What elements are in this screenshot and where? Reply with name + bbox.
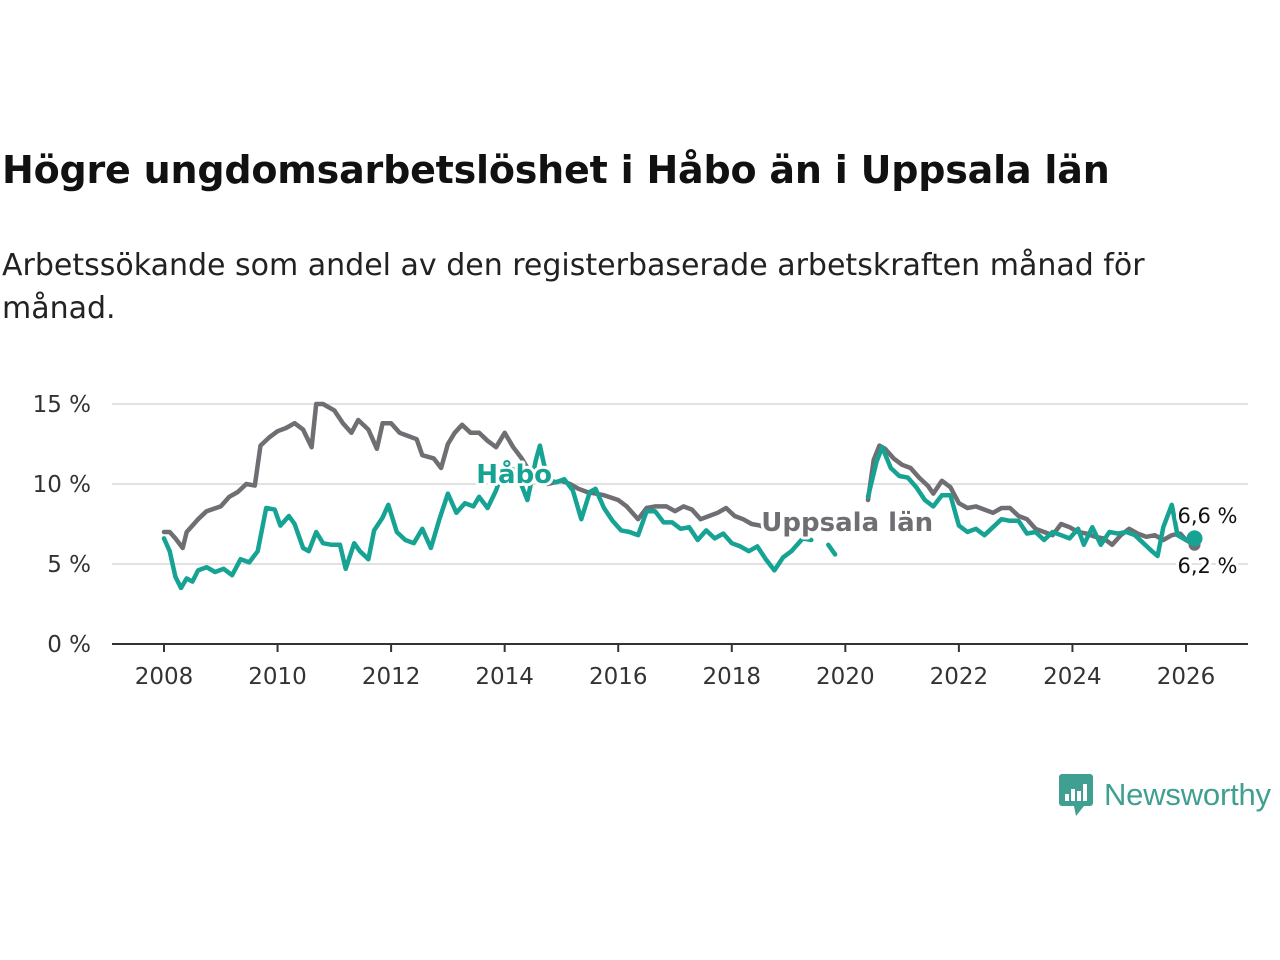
series-label-uppsala-lan-halo: Uppsala län <box>761 508 933 538</box>
newsworthy-logo-text: Newsworthy <box>1104 777 1271 812</box>
x-tick-label: 2018 <box>703 664 762 690</box>
gridlines <box>112 403 1248 565</box>
axes: 0 % 5 % 10 % 15 % 2008 2010 2012 2014 2016 2018 20… <box>33 392 1248 690</box>
line-chart: 0 % 5 % 10 % 15 % 2008 2010 2012 2014 2016 2018 20… <box>33 392 1248 690</box>
series-line-habo <box>161 443 814 591</box>
x-tick-label: 2010 <box>248 664 307 690</box>
x-tick-label: 2016 <box>589 664 648 690</box>
newsworthy-logo: Newsworthy <box>1058 772 1271 818</box>
series-line-habo <box>826 542 838 557</box>
x-tick-label: 2014 <box>475 664 534 690</box>
end-marker-habo <box>1186 530 1203 547</box>
x-tick-label: 2024 <box>1043 664 1102 690</box>
newsworthy-logo-icon <box>1059 774 1093 816</box>
series-label-uppsala-lan: Uppsala län <box>761 508 933 538</box>
x-tick-label: 2008 <box>135 664 194 690</box>
chart-title: Högre ungdomsarbetslöshet i Håbo än i Up… <box>2 148 1110 192</box>
series-label-habo-halo: Håbo <box>476 458 552 490</box>
x-tick-label: 2012 <box>362 664 421 690</box>
x-tick-label: 2022 <box>930 664 989 690</box>
y-tick-label: 10 % <box>33 472 91 498</box>
y-tick-label: 15 % <box>33 392 91 418</box>
series-line-uppsala-lan <box>161 401 788 551</box>
series-line-uppsala-lan <box>865 443 1197 548</box>
x-tick-label: 2020 <box>816 664 875 690</box>
end-value-label-uppsala-lan-halo: 6,2 % <box>1177 554 1237 578</box>
chart-subtitle: Arbetssökande som andel av den registerb… <box>2 248 1145 326</box>
end-value-label-uppsala-lan: 6,2 % <box>1177 554 1237 578</box>
x-tick-label: 2026 <box>1157 664 1216 690</box>
end-value-label-habo-halo: 6,6 % <box>1177 504 1237 528</box>
series-label-habo: Håbo <box>476 458 552 490</box>
y-tick-label: 0 % <box>47 632 91 658</box>
series-line-habo <box>865 444 1197 559</box>
end-value-label-habo: 6,6 % <box>1177 504 1237 528</box>
y-tick-label: 5 % <box>47 552 91 578</box>
series-lines <box>161 401 1203 591</box>
